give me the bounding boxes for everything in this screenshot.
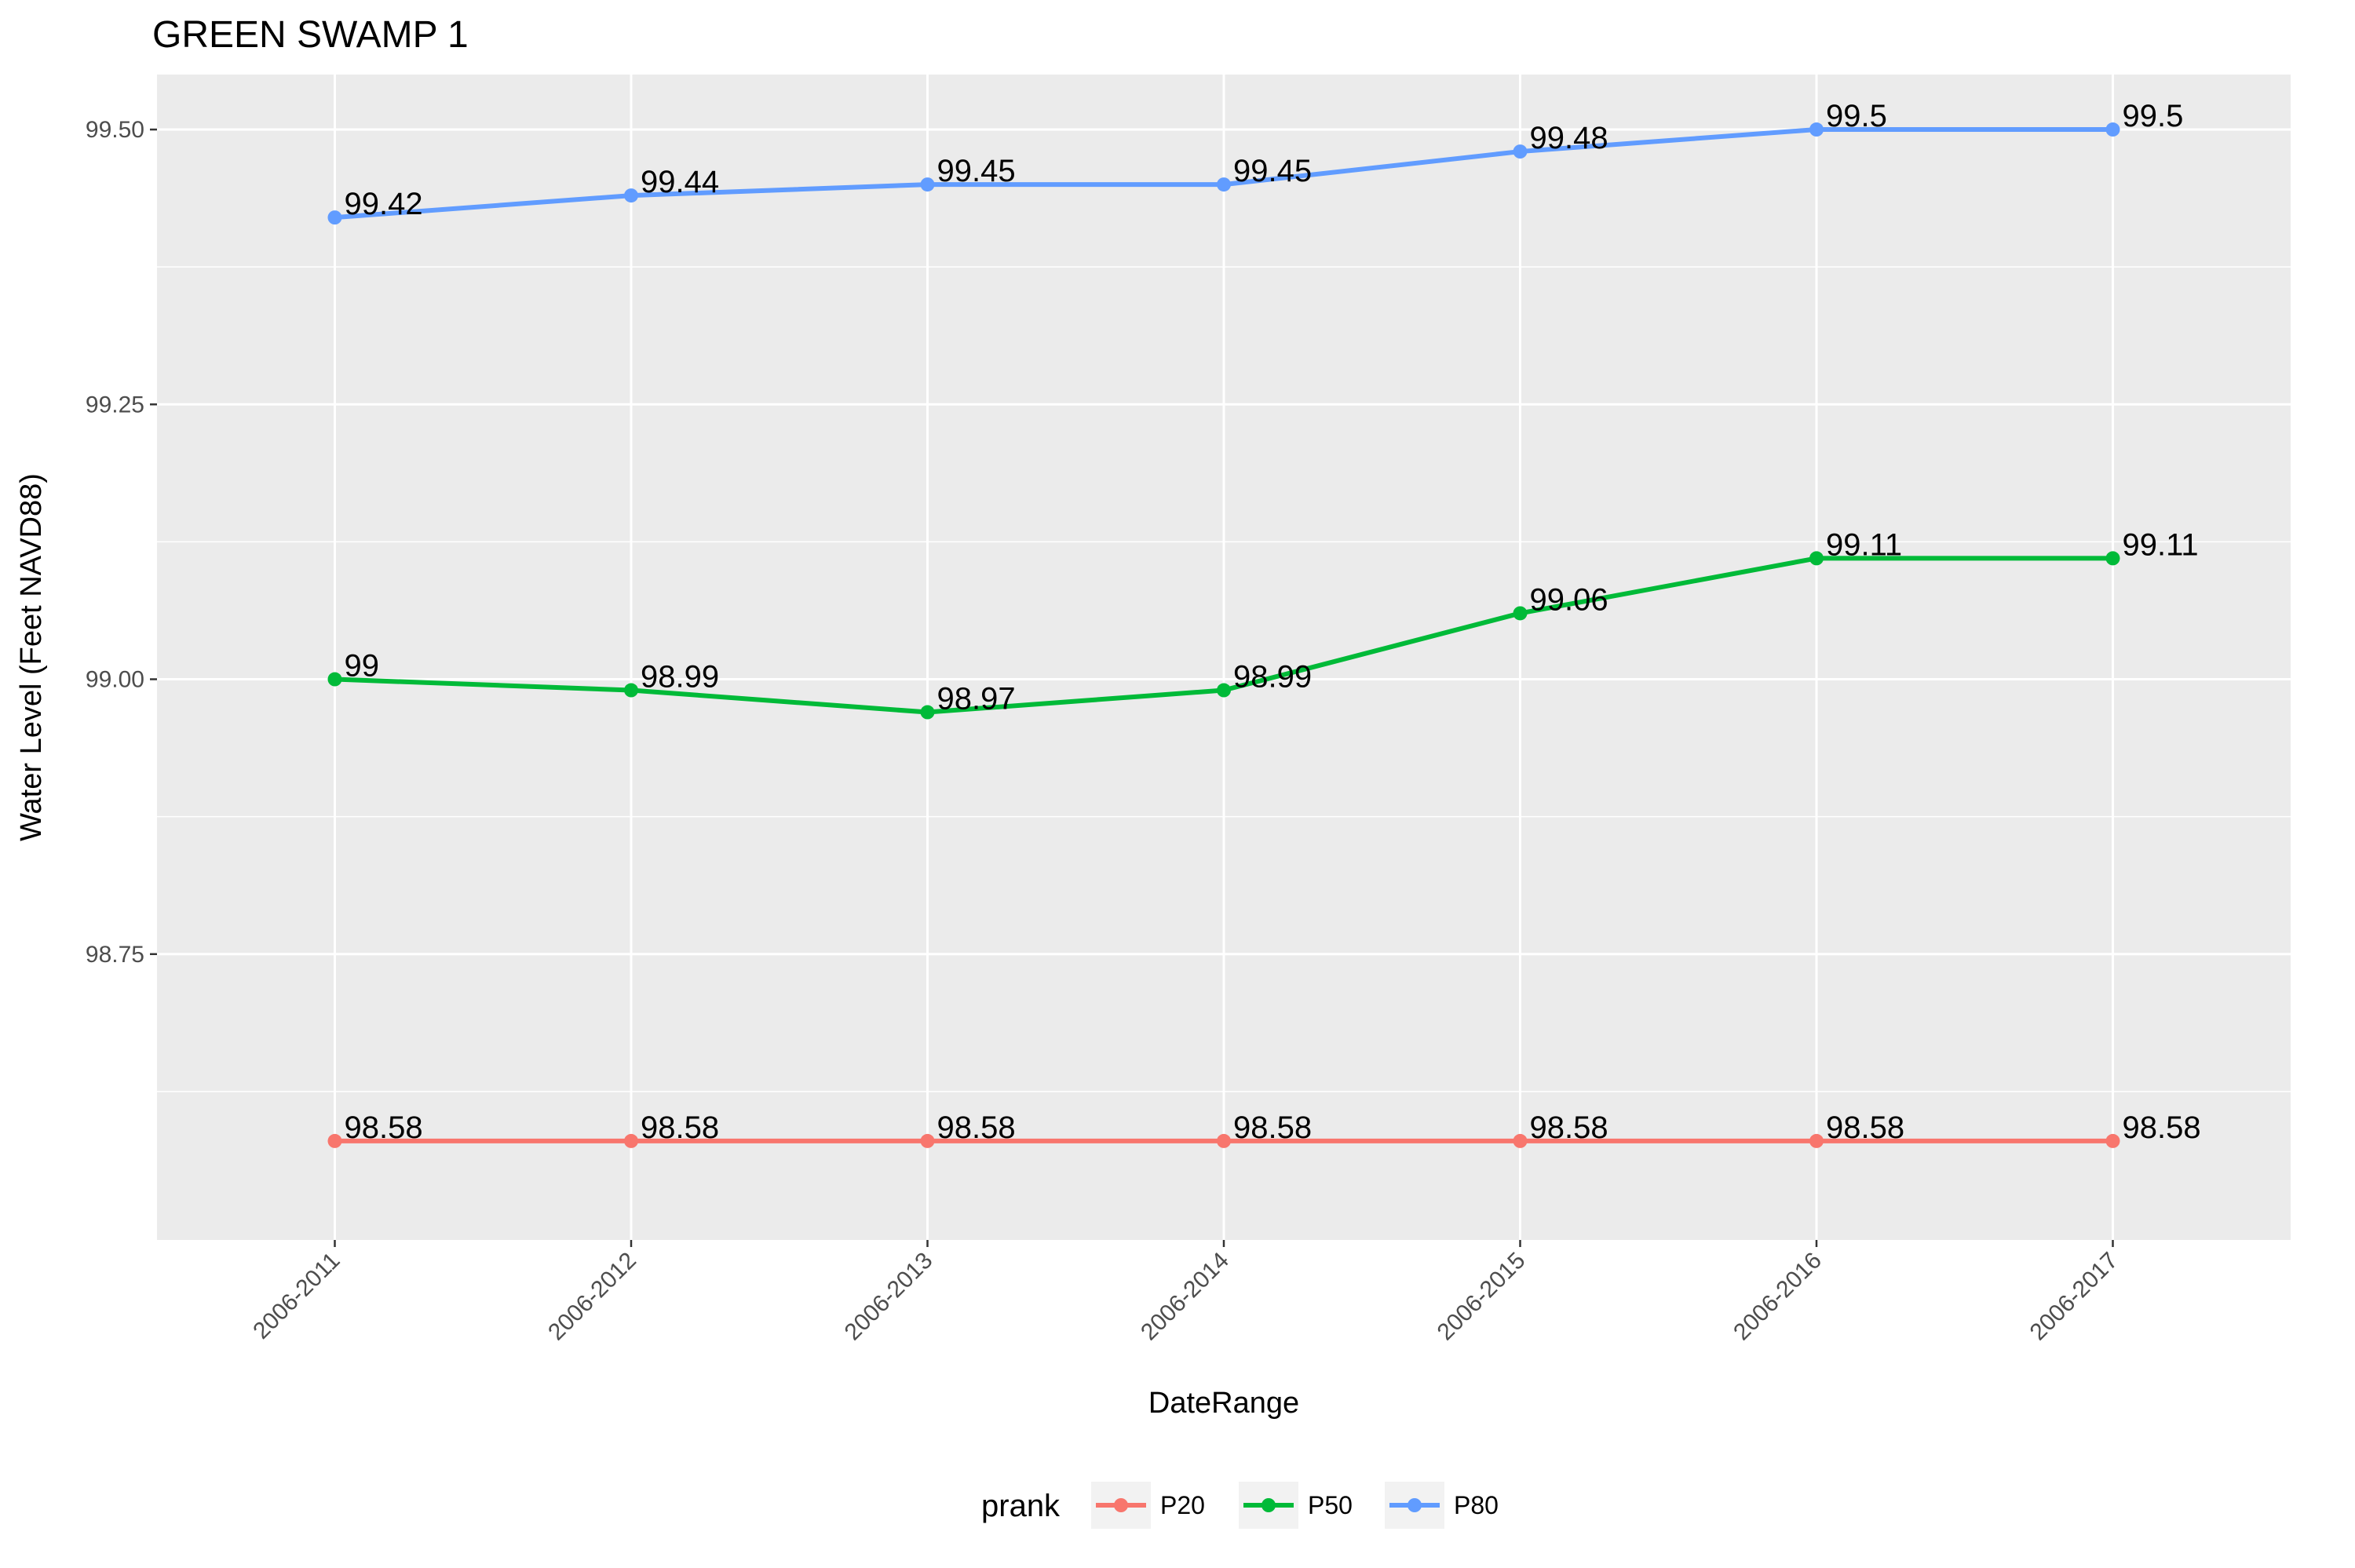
data-point-p50 <box>624 683 638 698</box>
data-point-p50 <box>920 705 935 720</box>
legend-label-p20: P20 <box>1160 1491 1205 1519</box>
data-point-p80 <box>920 177 935 192</box>
legend-label-p80: P80 <box>1454 1491 1499 1519</box>
data-label-p80: 99.48 <box>1530 121 1608 155</box>
x-axis-title: DateRange <box>1148 1387 1299 1420</box>
data-point-p50 <box>1809 551 1824 566</box>
data-point-p50 <box>1513 606 1528 621</box>
data-label-p20: 98.58 <box>1530 1110 1608 1145</box>
data-label-p50: 98.97 <box>937 682 1016 717</box>
y-axis-ticks: 98.75 99.00 99.25 99.50 <box>86 117 157 968</box>
chart-title: GREEN SWAMP 1 <box>152 14 469 56</box>
y-tick-label: 98.75 <box>86 942 144 968</box>
data-label-p50: 98.99 <box>641 660 719 695</box>
data-point-p80 <box>624 188 638 203</box>
legend-title: prank <box>981 1489 1061 1523</box>
data-label-p20: 98.58 <box>345 1110 423 1145</box>
series-lines <box>327 122 2120 1148</box>
data-label-p80: 99.42 <box>345 187 423 221</box>
data-point-p80 <box>1809 122 1824 137</box>
y-axis-title: Water Level (Feet NAVD88) <box>15 473 48 841</box>
legend-label-p50: P50 <box>1308 1491 1353 1519</box>
y-tick-label: 99.50 <box>86 117 144 143</box>
data-point-p20 <box>624 1133 638 1148</box>
legend: prank P20 P50 P80 <box>981 1482 1499 1529</box>
data-point-p20 <box>1809 1133 1824 1148</box>
data-label-p50: 98.99 <box>1233 660 1312 695</box>
data-label-p80: 99.45 <box>1233 154 1312 188</box>
data-label-p50: 99.11 <box>1826 527 1902 562</box>
y-tick-label: 99.00 <box>86 667 144 693</box>
data-label-p80: 99.45 <box>937 154 1016 188</box>
data-point-p20 <box>2105 1133 2120 1148</box>
data-point-p20 <box>1513 1133 1528 1148</box>
data-label-p20: 98.58 <box>2123 1110 2201 1145</box>
data-point-p80 <box>1513 144 1528 159</box>
legend-key-point-p20 <box>1114 1498 1128 1512</box>
data-label-p50: 99.11 <box>2123 527 2199 562</box>
data-point-p80 <box>1217 177 1231 192</box>
legend-key-point-p50 <box>1261 1498 1276 1512</box>
data-label-p80: 99.5 <box>2123 99 2184 133</box>
data-label-p50: 99 <box>345 649 380 684</box>
data-point-p20 <box>920 1133 935 1148</box>
data-point-p80 <box>327 210 342 225</box>
data-label-p20: 98.58 <box>1233 1110 1312 1145</box>
data-point-p50 <box>2105 551 2120 566</box>
data-point-p50 <box>327 672 342 687</box>
data-point-p20 <box>1217 1133 1231 1148</box>
data-point-p50 <box>1217 683 1231 698</box>
data-label-p50: 99.06 <box>1530 582 1608 617</box>
data-label-p20: 98.58 <box>937 1110 1016 1145</box>
data-point-p80 <box>2105 122 2120 137</box>
y-tick-label: 99.25 <box>86 392 144 418</box>
data-label-p20: 98.58 <box>1826 1110 1904 1145</box>
legend-key-point-p80 <box>1408 1498 1422 1512</box>
data-point-p20 <box>327 1133 342 1148</box>
data-label-p80: 99.5 <box>1826 99 1887 133</box>
data-label-p20: 98.58 <box>641 1110 719 1145</box>
data-labels: 98.58 98.58 98.58 98.58 98.58 98.58 98.58 99 98.… <box>345 99 2201 1145</box>
data-label-p80: 99.44 <box>641 165 719 199</box>
